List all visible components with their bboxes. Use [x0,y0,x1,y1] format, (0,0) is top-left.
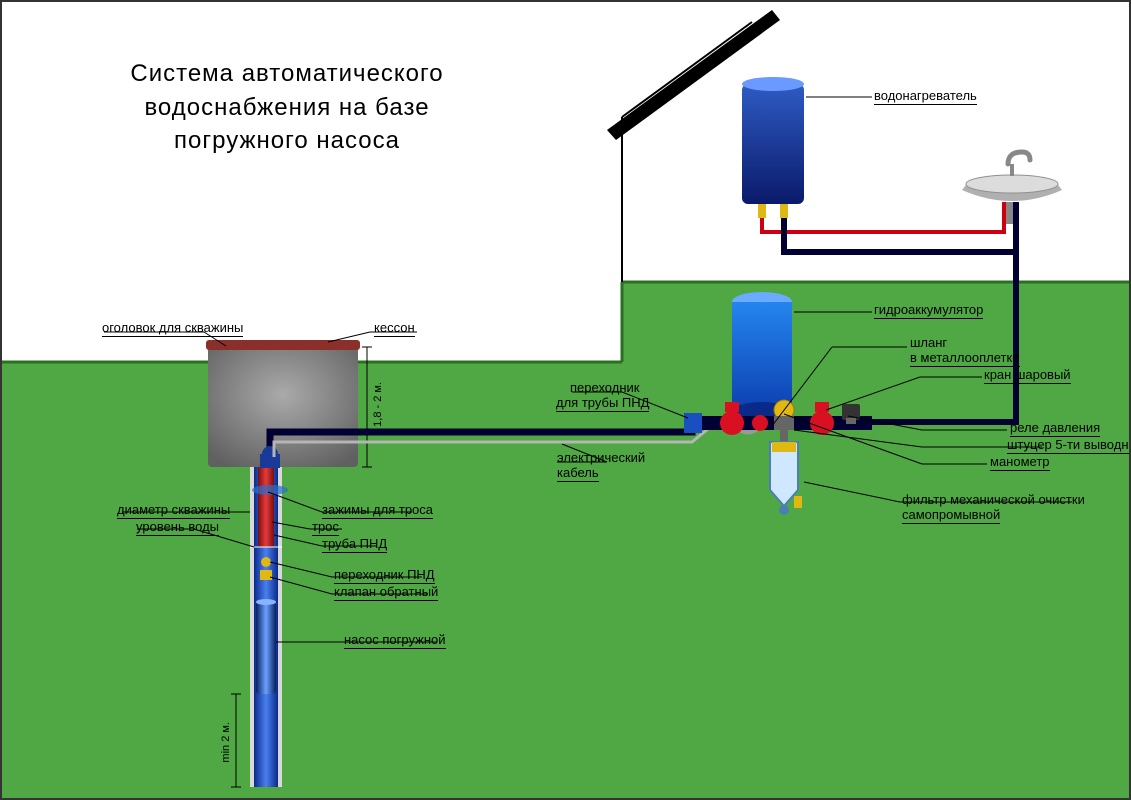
title-line-3: погружного насоса [174,127,400,154]
label-depth2: min 2 м. [220,722,232,763]
label-cable-1: электрический [557,450,645,465]
label-filter-1: фильтр механической очистки [902,492,1085,507]
label-well-diameter: диаметр скважины [117,502,230,519]
label-pnd-adapter-2: для трубы ПНД [556,395,649,412]
label-cable-clamp: зажимы для троса [322,502,433,519]
title-line-2: водоснабжения на базе [144,94,429,121]
label-depth1: 1,8 - 2 м. [372,382,384,427]
label-caisson: кессон [374,320,415,337]
label-water-level: уровень воды [136,519,219,536]
label-manometer: манометр [990,454,1050,471]
label-well-head: оголовок для скважины [102,320,243,337]
label-filter-2: самопромывной [902,507,1000,524]
label-pump: насос погружной [344,632,446,649]
label-check-valve: клапан обратный [334,584,438,601]
label-hose-2: в металлооплетке [910,350,1020,367]
label-pressure-relay: реле давления [1010,420,1100,437]
label-pnd-adapter3: переходник ПНД [334,567,435,584]
label-rope: трос [312,519,339,536]
label-pnd-pipe: труба ПНД [322,536,387,553]
diagram-title: Система автоматического водоснабжения на… [87,57,487,158]
label-ball-valve: кран шаровый [984,367,1071,384]
diagram-frame: Система автоматического водоснабжения на… [0,0,1131,800]
title-line-1: Система автоматического [130,60,443,87]
label-hose-1: шланг [910,335,947,350]
label-cable-2: кабель [557,465,599,482]
label-water-heater: водонагреватель [874,88,977,105]
label-fitting5: штуцер 5-ти выводной [1007,437,1131,454]
label-pnd-adapter-1: переходник [570,380,639,395]
label-hydro-accumulator: гидроаккумулятор [874,302,983,319]
